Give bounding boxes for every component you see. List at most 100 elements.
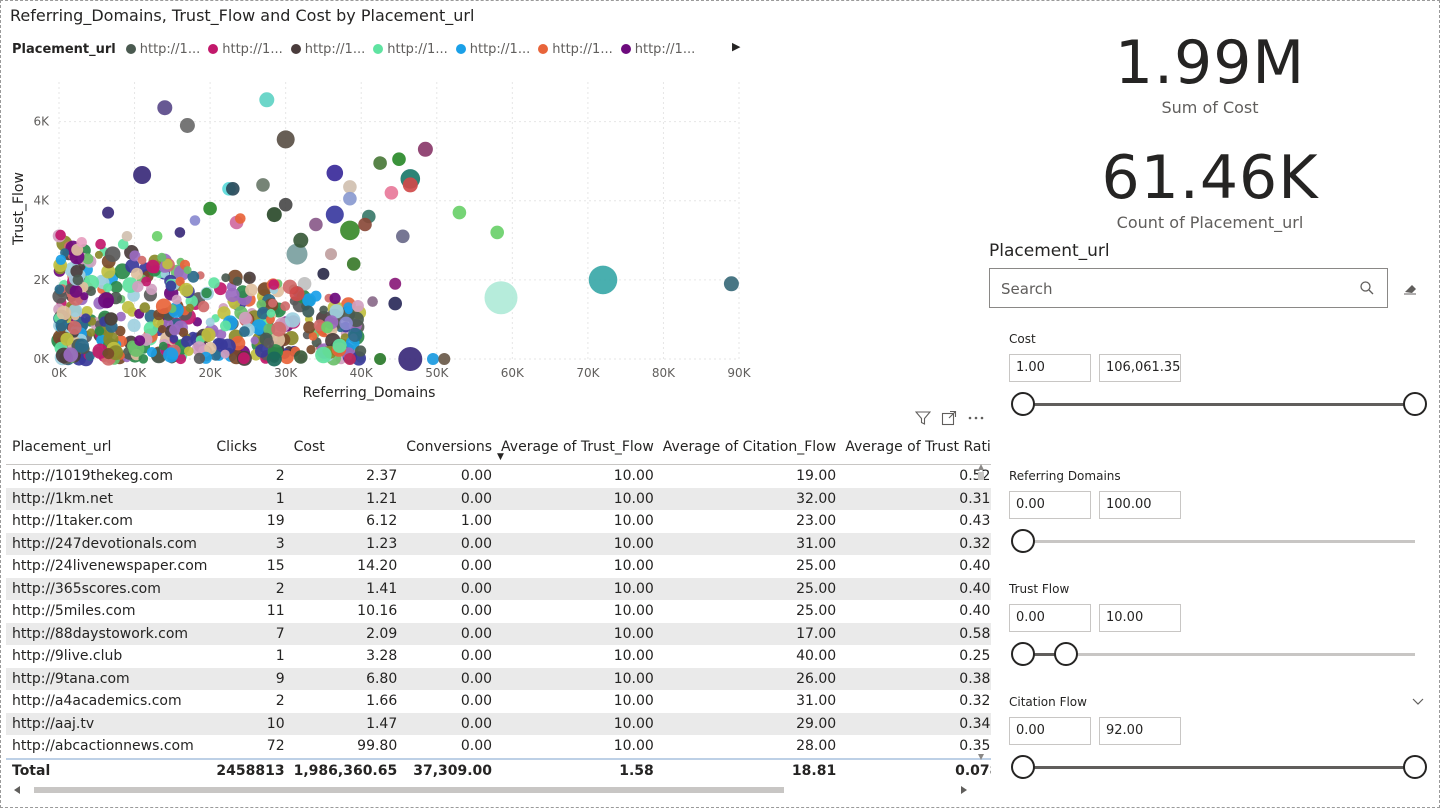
- legend-item-label: http://1...: [469, 41, 531, 57]
- scatter-point: [162, 258, 173, 270]
- table-row[interactable]: http://24livenewspaper.com 15 14.20 0.00 10.…: [6, 555, 991, 578]
- range-max-input[interactable]: 10.00: [1099, 604, 1181, 632]
- cell-conversions: 0.00: [400, 712, 496, 735]
- range-high-handle[interactable]: [1054, 642, 1079, 666]
- cell-avg-citation-flow: 25.00: [796, 603, 837, 620]
- chevron-down-icon[interactable]: [1412, 697, 1424, 707]
- legend-item[interactable]: http://1...: [208, 42, 283, 57]
- scatter-point: [171, 294, 182, 305]
- range-min-input[interactable]: 1.00: [1009, 354, 1091, 382]
- cell-conversions: 0.00: [400, 577, 496, 600]
- range-max-input[interactable]: 92.00: [1099, 717, 1181, 745]
- vertical-scrollbar[interactable]: [976, 462, 986, 762]
- scatter-point: [208, 277, 220, 289]
- table-row[interactable]: http://5miles.com 11 10.16 0.00 10.00 25.00 0.…: [6, 600, 991, 623]
- scatter-point: [178, 327, 189, 338]
- range-track[interactable]: [1023, 540, 1415, 543]
- range-track[interactable]: [1023, 403, 1415, 406]
- filter-icon[interactable]: [915, 410, 931, 426]
- legend-item[interactable]: http://1...: [125, 42, 200, 57]
- range-max-input[interactable]: 106,061.35: [1099, 354, 1181, 382]
- scatter-point: [238, 352, 250, 365]
- legend-item[interactable]: http://1...: [538, 42, 613, 57]
- scatter-point: [102, 206, 115, 219]
- scatter-point: [175, 276, 185, 287]
- scatter-point: [373, 156, 387, 170]
- scatter-point: [326, 164, 344, 182]
- legend-item[interactable]: http://1...: [620, 42, 695, 57]
- scatter-point: [132, 280, 144, 293]
- cell-avg-trust-flow: 10.00: [613, 468, 654, 485]
- scatter-point: [54, 284, 65, 295]
- column-header-conversions[interactable]: Conversions: [400, 430, 496, 465]
- x-tick-label: 60K: [501, 366, 525, 380]
- table-row[interactable]: http://abcactionnews.com 72 99.80 0.00 10.00…: [6, 735, 991, 759]
- scatter-point: [302, 305, 315, 318]
- range-min-input[interactable]: 0.00: [1009, 717, 1091, 745]
- range-low-handle[interactable]: [1011, 642, 1035, 666]
- more-options-icon[interactable]: [967, 410, 985, 426]
- range-high-handle[interactable]: [1403, 392, 1427, 416]
- range-low-handle[interactable]: [1011, 529, 1035, 553]
- cell-avg-trust-ratio: 0.345: [839, 712, 991, 735]
- cell-avg-trust-ratio: 0.323: [839, 532, 991, 555]
- table-visual[interactable]: Placement_url Clicks Cost Conversions Av…: [6, 430, 991, 798]
- scatter-point: [344, 306, 353, 315]
- x-axis-title: Referring_Domains: [303, 385, 436, 401]
- table-row[interactable]: http://9live.club 1 3.28 0.00 10.00 40.00 0.25…: [6, 645, 991, 668]
- scatter-point: [137, 255, 147, 265]
- range-slicer-referring-domains[interactable]: Referring Domains 0.00 100.00: [1009, 469, 1419, 553]
- range-min-input[interactable]: 0.00: [1009, 604, 1091, 632]
- range-low-handle[interactable]: [1011, 392, 1035, 416]
- cell-cost: 1.21: [287, 487, 401, 510]
- slicer-search-box[interactable]: [989, 268, 1388, 309]
- table-row[interactable]: http://1taker.com 19 6.12 1.00 10.00 23.00 0.4…: [6, 510, 991, 533]
- range-high-handle[interactable]: [1403, 755, 1427, 779]
- table-row[interactable]: http://247devotionals.com 3 1.23 0.00 10.00 3…: [6, 532, 991, 555]
- range-low-handle[interactable]: [1011, 755, 1035, 779]
- range-track[interactable]: [1023, 766, 1415, 769]
- legend-next-arrow-icon[interactable]: ▶: [732, 40, 741, 53]
- scatter-point: [220, 349, 230, 359]
- search-input[interactable]: [990, 269, 1363, 309]
- column-header-avg-trust-ratio[interactable]: Average of Trust Ratio: [839, 430, 991, 465]
- scatter-point: [103, 283, 113, 293]
- scatter-plot[interactable]: 0K 2K 4K 6K 0K 10K 20K 30K 40K 50K 60K 70K 80K 90K Ref…: [4, 62, 774, 422]
- column-header-placement-url[interactable]: Placement_url: [6, 430, 211, 465]
- range-slicer-trust-flow[interactable]: Trust Flow 0.00 10.00: [1009, 582, 1419, 666]
- column-header-clicks[interactable]: Clicks: [210, 430, 288, 465]
- range-slicer-cost[interactable]: Cost 1.00 106,061.35: [1009, 332, 1427, 416]
- scatter-point: [121, 231, 133, 242]
- legend-item[interactable]: http://1...: [373, 42, 448, 57]
- scatter-point: [284, 312, 301, 328]
- scatter-point: [104, 312, 118, 326]
- y-tick-label: 2K: [33, 273, 50, 287]
- table-row[interactable]: http://a4academics.com 2 1.66 0.00 10.00 31.0…: [6, 690, 991, 713]
- range-track[interactable]: [1023, 653, 1415, 656]
- cell-conversions: 0.00: [400, 622, 496, 645]
- column-header-avg-citation-flow[interactable]: Average of Citation_Flow: [656, 430, 840, 465]
- table-row[interactable]: http://1019thekeg.com 2 2.37 0.00 10.00 19.00…: [6, 465, 991, 488]
- eraser-icon[interactable]: [1402, 280, 1420, 296]
- scatter-point: [343, 180, 357, 194]
- range-min-input[interactable]: 0.00: [1009, 491, 1091, 519]
- focus-mode-icon[interactable]: [941, 410, 957, 426]
- column-header-avg-trust-flow[interactable]: Average of Trust_Flow ▼: [495, 430, 657, 465]
- scatter-point: [157, 100, 173, 116]
- table-row[interactable]: http://88daystowork.com 7 2.09 0.00 10.00 17.…: [6, 622, 991, 645]
- scatter-visual[interactable]: Referring_Domains, Trust_Flow and Cost b…: [4, 2, 774, 422]
- legend-item[interactable]: http://1...: [455, 41, 531, 57]
- range-max-input[interactable]: 100.00: [1099, 491, 1181, 519]
- search-icon[interactable]: [1359, 280, 1375, 296]
- cell-avg-citation-flow: 31.00: [796, 693, 837, 710]
- column-header-cost[interactable]: Cost: [287, 430, 401, 465]
- legend-item[interactable]: http://1...: [290, 42, 365, 57]
- horizontal-scrollbar[interactable]: [6, 784, 976, 796]
- table-row[interactable]: http://365scores.com 2 1.41 0.00 10.00 25.00 0…: [6, 577, 991, 600]
- range-slicer-citation-flow[interactable]: Citation Flow 0.00 92.00: [1009, 695, 1427, 779]
- range-label: Cost: [1009, 332, 1036, 346]
- scatter-point: [355, 345, 367, 357]
